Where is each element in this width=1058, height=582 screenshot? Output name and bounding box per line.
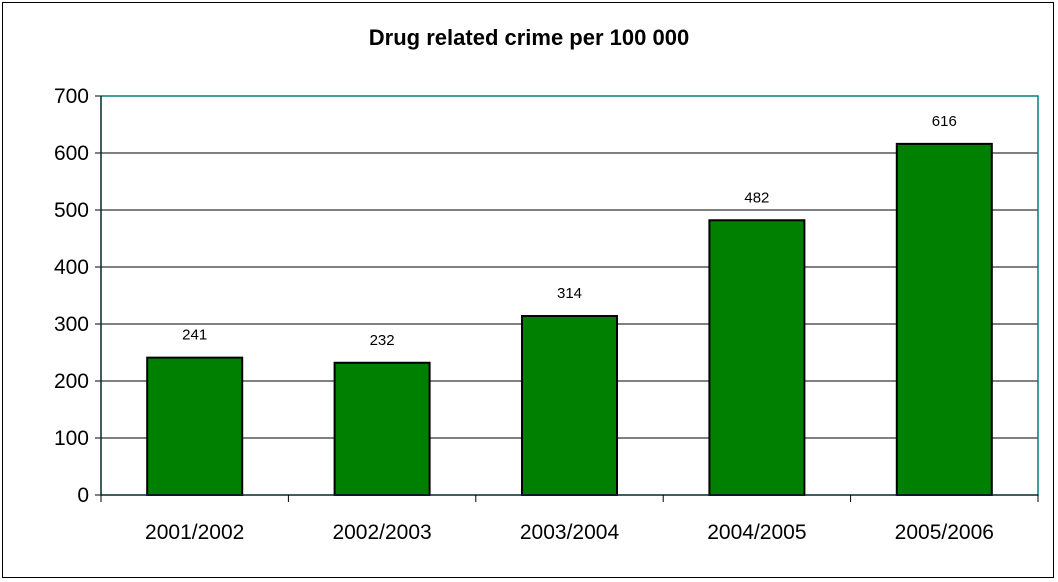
x-tick-label: 2004/2005 [707, 521, 806, 544]
labels: 0 100 200 300 400 500 600 700 241 2001/2002 232 200… [54, 85, 994, 544]
chart-title: Drug related crime per 100 000 [368, 25, 690, 50]
y-tick-label: 100 [54, 427, 89, 450]
x-tick-label: 2002/2003 [332, 521, 431, 544]
data-label: 616 [932, 113, 957, 130]
bar-chart: 0 100 200 300 400 500 600 700 241 2001/2002 232 200… [54, 85, 1039, 544]
x-tick-label: 2003/2004 [520, 521, 620, 544]
y-tick-label: 400 [54, 256, 89, 279]
bar [521, 315, 618, 496]
bar [146, 356, 244, 496]
axes [95, 95, 1039, 502]
bar [333, 361, 431, 497]
y-tick-label: 500 [54, 199, 89, 222]
data-label: 314 [557, 285, 582, 302]
data-label: 482 [744, 189, 769, 206]
y-tick-label: 0 [77, 484, 89, 507]
bar [895, 142, 993, 496]
data-label: 232 [370, 332, 395, 349]
x-tick-label: 2001/2002 [145, 521, 244, 544]
y-tick-label: 300 [54, 313, 89, 336]
bar [708, 219, 806, 496]
y-tick-label: 200 [54, 370, 89, 393]
y-tick-label: 600 [54, 142, 89, 165]
data-label: 241 [182, 327, 207, 344]
x-tick-label: 2005/2006 [895, 521, 994, 544]
y-tick-label: 700 [54, 85, 89, 108]
bars [146, 142, 993, 497]
